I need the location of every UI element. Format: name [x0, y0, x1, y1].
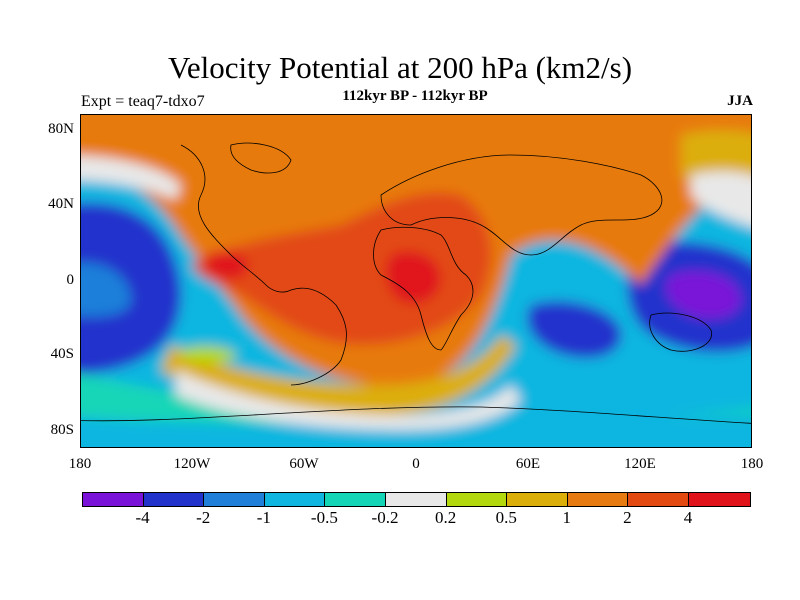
field-indian-neg: [527, 301, 622, 359]
lon-label-120w: 120W: [173, 456, 211, 472]
lon-label-60e: 60E: [515, 456, 541, 472]
field-west-pacific-min: [665, 271, 741, 319]
colorbar-tick-label: -1: [256, 508, 271, 527]
field-pacific-neg: [81, 202, 182, 375]
lon-label-120e: 120E: [624, 456, 656, 472]
colorbar-cell: [628, 493, 689, 506]
colorbar-cell: [325, 493, 386, 506]
coastline-australia: [649, 312, 712, 352]
colorbar-cell: [143, 493, 205, 506]
field-green-patch: [179, 346, 236, 363]
colorbar-tick-label: -2: [196, 508, 211, 527]
field-positive-strong: [191, 192, 492, 345]
colorbar-cell: [385, 493, 447, 506]
lon-label-0: 0: [412, 456, 420, 472]
lon-label-60w: 60W: [289, 456, 319, 472]
map-panel: [80, 114, 752, 448]
colorbar: [82, 492, 751, 507]
coastline-antarctica: [81, 406, 751, 424]
lat-label-80s: 80S: [50, 422, 74, 438]
field-positive-north: [81, 115, 751, 215]
colorbar-tick-label: -4: [135, 508, 150, 527]
colorbar-cell: [446, 493, 508, 506]
experiment-label: Expt = teaq7-tdxo7: [81, 93, 205, 110]
plot-subtitle: 112kyr BP - 112kyr BP: [342, 88, 488, 104]
colorbar-tick-label: 2: [623, 508, 632, 527]
field-white-south: [176, 370, 521, 430]
coastlines: [81, 142, 751, 424]
colorbar-cell: [507, 493, 568, 506]
colorbar-tick-label: -0.5: [310, 508, 338, 527]
colorbar-cell: [567, 493, 629, 506]
velocity-potential-map: [81, 115, 751, 447]
colorbar-cell: [204, 493, 265, 506]
colorbar-cell: [83, 493, 144, 506]
colorbar-tick-label: 4: [683, 508, 693, 527]
field-white-ne: [691, 171, 751, 227]
colorbar-tick-label: 0.2: [434, 508, 457, 527]
lat-label-40n: 40N: [48, 196, 74, 212]
field-america-max: [204, 250, 249, 280]
lon-label-180e: 180: [740, 456, 764, 472]
lat-label-40s: 40S: [50, 346, 74, 362]
field-yellow-south: [161, 335, 516, 415]
colorbar-cell: [688, 493, 750, 506]
field-south-blue: [81, 415, 751, 447]
colorbar-tick-label: 1: [562, 508, 572, 527]
season-label: JJA: [727, 93, 753, 109]
plot-title: Velocity Potential at 200 hPa (km2/s): [167, 50, 633, 85]
colorbar-cell: [264, 493, 326, 506]
colorbar-tick-label: 0.5: [495, 508, 517, 527]
lat-label-0: 0: [66, 272, 75, 288]
field-africa-max: [385, 251, 441, 304]
lat-label-80n: 80N: [48, 121, 74, 137]
coastline-americas: [180, 144, 347, 386]
coastline-greenland: [230, 142, 292, 174]
field-pacific-neg2: [81, 262, 131, 317]
coastline-eurasia: [380, 154, 663, 256]
coastline-africa: [373, 226, 474, 351]
lon-label-180w: 180: [68, 456, 92, 472]
colorbar-tick-label: -0.2: [371, 508, 399, 527]
field-white-nw: [81, 155, 181, 200]
